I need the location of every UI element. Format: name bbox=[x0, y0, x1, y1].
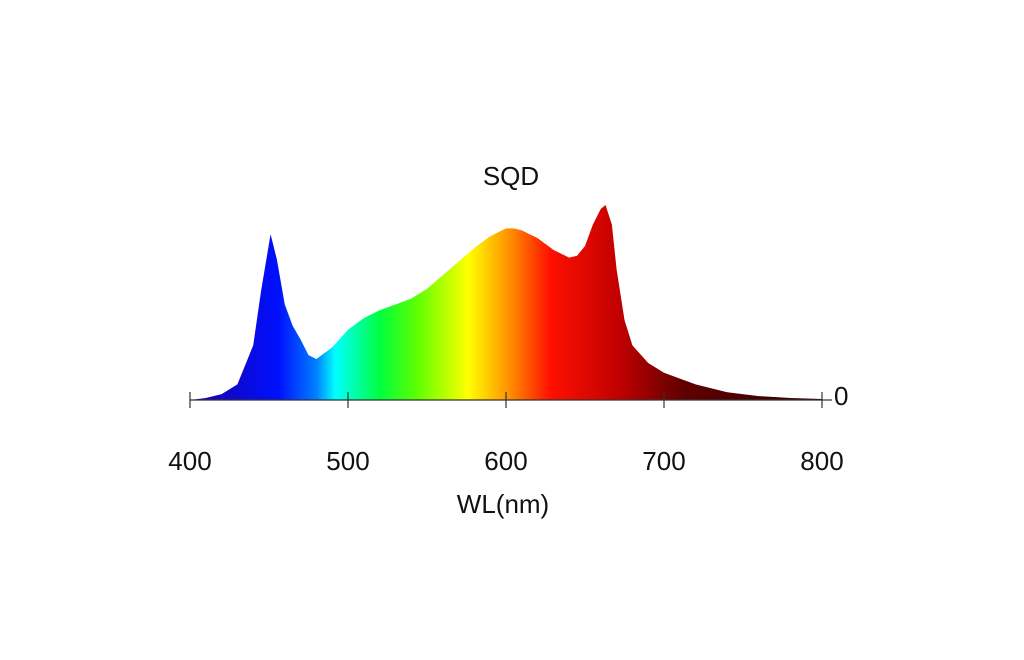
spectrum-area bbox=[190, 205, 822, 400]
x-tick-label: 700 bbox=[642, 446, 685, 476]
chart-title: SQD bbox=[483, 161, 539, 191]
y-tick-label: 0 bbox=[834, 381, 848, 411]
x-tick-label: 600 bbox=[484, 446, 527, 476]
x-tick-label: 400 bbox=[168, 446, 211, 476]
x-axis-label: WL(nm) bbox=[457, 489, 549, 519]
x-tick-label: 800 bbox=[800, 446, 843, 476]
x-tick-label: 500 bbox=[326, 446, 369, 476]
